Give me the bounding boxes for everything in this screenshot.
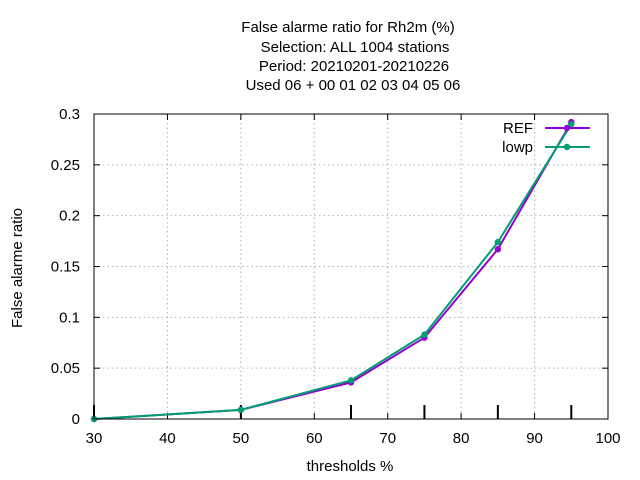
x-tick-label: 40 bbox=[159, 430, 176, 447]
series-group bbox=[90, 118, 575, 423]
chart-title: False alarme ratio for Rh2m (%) Selectio… bbox=[241, 19, 460, 94]
axis-ticks: 30 40 50 60 70 80 90 100 0 0.05 0.1 0.15 0.2 0.25 0.3 bbox=[51, 106, 621, 447]
y-tick-label: 0 bbox=[72, 411, 80, 428]
legend-marker-lowp bbox=[563, 143, 571, 151]
y-tick-label: 0.05 bbox=[51, 360, 80, 377]
x-tick-label: 70 bbox=[379, 430, 396, 447]
x-tick-label: 60 bbox=[306, 430, 323, 447]
title-line-3: Period: 20210201-20210226 bbox=[259, 58, 449, 75]
legend-label-lowp: lowp bbox=[502, 139, 533, 156]
y-tick-label: 0.15 bbox=[51, 259, 80, 276]
bottom-tick-marks bbox=[93, 405, 573, 419]
series-line-ref bbox=[93, 121, 573, 420]
data-point-lowp bbox=[494, 238, 502, 246]
title-line-1: False alarme ratio for Rh2m (%) bbox=[241, 19, 454, 36]
y-tick-label: 0.1 bbox=[59, 309, 80, 326]
data-point-lowp bbox=[568, 120, 575, 128]
data-point-lowp bbox=[347, 377, 355, 384]
x-tick-label: 30 bbox=[86, 430, 103, 447]
data-point-lowp bbox=[237, 406, 245, 414]
x-axis-label: thresholds % bbox=[307, 458, 394, 475]
title-line-2: Selection: ALL 1004 stations bbox=[261, 39, 450, 56]
y-axis-label: False alarme ratio bbox=[9, 208, 26, 328]
legend-marker-ref bbox=[563, 124, 571, 132]
y-tick-label: 0.2 bbox=[59, 208, 80, 225]
series-line-lowp bbox=[93, 123, 573, 420]
x-tick-label: 100 bbox=[595, 430, 620, 447]
legend: REF lowp bbox=[502, 120, 590, 156]
x-tick-label: 80 bbox=[453, 430, 470, 447]
y-tick-label: 0.25 bbox=[51, 157, 80, 174]
grid bbox=[94, 114, 608, 419]
y-tick-label: 0.3 bbox=[59, 106, 80, 123]
x-tick-label: 50 bbox=[233, 430, 250, 447]
legend-label-ref: REF bbox=[503, 120, 533, 137]
x-tick-label: 90 bbox=[526, 430, 543, 447]
title-line-4: Used 06 + 00 01 02 03 04 05 06 bbox=[246, 77, 461, 94]
plot-frame bbox=[93, 113, 609, 420]
data-point-ref bbox=[494, 246, 502, 253]
data-point-lowp bbox=[421, 331, 428, 338]
